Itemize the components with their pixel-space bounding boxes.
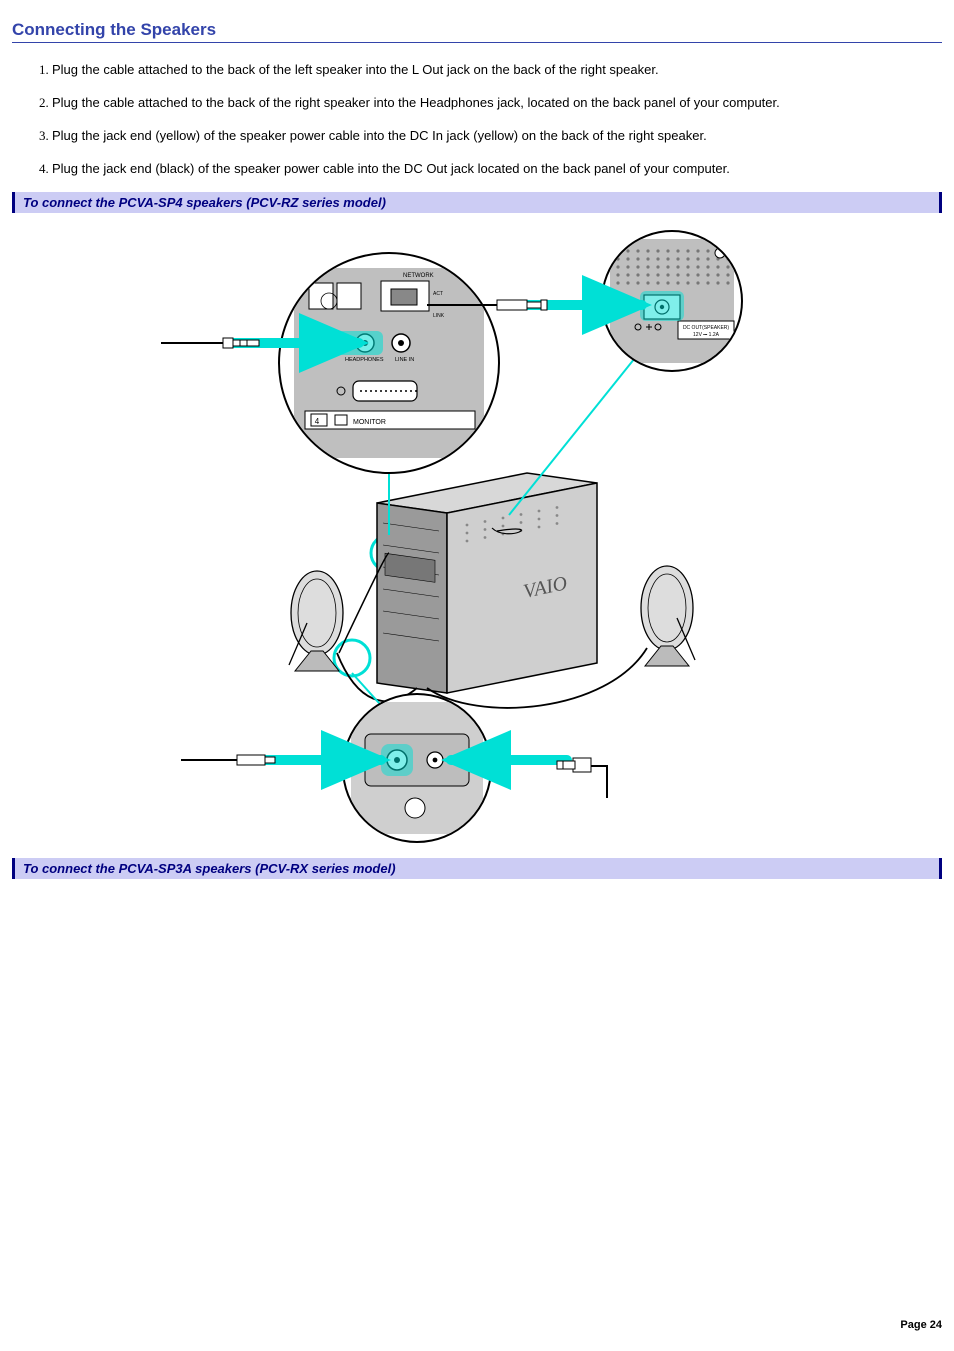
svg-text:MIC: MIC	[317, 357, 327, 363]
instruction-step: Plug the cable attached to the back of t…	[52, 94, 942, 113]
instruction-step: Plug the jack end (yellow) of the speake…	[52, 127, 942, 146]
svg-text:4: 4	[315, 417, 320, 426]
svg-text:12V ⎓ 1.2A: 12V ⎓ 1.2A	[693, 332, 720, 338]
connection-diagram: VAIONETWORKACTLINKMICHEADPHONESLINE IN4M…	[127, 223, 827, 848]
instruction-list: Plug the cable attached to the back of t…	[12, 61, 942, 178]
svg-text:NETWORK: NETWORK	[403, 273, 434, 279]
svg-text:MONITOR: MONITOR	[353, 419, 386, 426]
svg-text:DC OUT(SPEAKER): DC OUT(SPEAKER)	[683, 325, 729, 331]
instruction-step: Plug the cable attached to the back of t…	[52, 61, 942, 80]
instruction-step: Plug the jack end (black) of the speaker…	[52, 160, 942, 179]
svg-text:LINK: LINK	[433, 313, 445, 319]
svg-text:ACT: ACT	[433, 291, 443, 297]
page-number: Page 24	[900, 1319, 942, 1331]
svg-text:HEADPHONES: HEADPHONES	[345, 357, 384, 363]
section-heading-1: To connect the PCVA-SP4 speakers (PCV-RZ…	[12, 192, 942, 213]
section-heading-2: To connect the PCVA-SP3A speakers (PCV-R…	[12, 858, 942, 879]
svg-text:LINE IN: LINE IN	[395, 357, 414, 363]
page-title: Connecting the Speakers	[12, 20, 942, 43]
